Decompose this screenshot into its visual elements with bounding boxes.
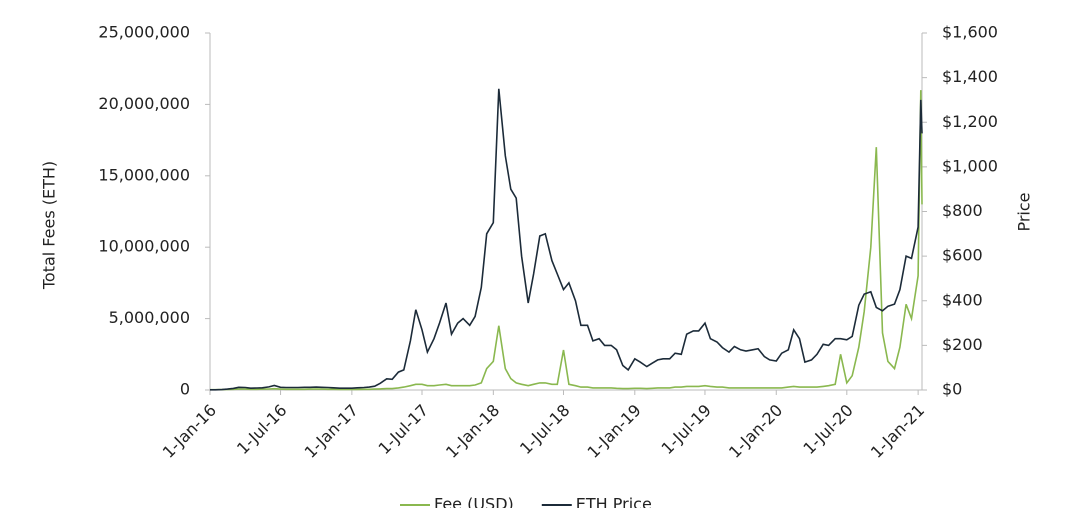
- y2-axis-label: Price: [1015, 192, 1034, 231]
- series-line: [210, 90, 923, 391]
- x-tick-label: 1-Jan-21: [867, 401, 928, 462]
- y-tick-label: 20,000,000: [98, 94, 190, 113]
- y2-tick-label: $200: [942, 335, 983, 354]
- x-tick-label: 1-Jan-16: [159, 401, 220, 462]
- y-tick-label: 10,000,000: [98, 237, 190, 256]
- y-tick-label: 0: [180, 380, 190, 399]
- y-tick-label: 15,000,000: [98, 165, 190, 184]
- y2-tick-label: $400: [942, 290, 983, 309]
- series-line: [210, 88, 923, 391]
- y2-tick-label: $600: [942, 246, 983, 265]
- y-tick-label: 25,000,000: [98, 23, 190, 42]
- x-tick-label: 1-Jan-19: [584, 401, 645, 462]
- x-tick-label: 1-Jul-19: [657, 401, 714, 458]
- x-tick-label: 1-Jan-17: [301, 401, 362, 462]
- legend-label: Fee (USD): [434, 495, 514, 508]
- y-axis-label: Total Fees (ETH): [40, 161, 59, 290]
- x-tick-label: 1-Jul-20: [799, 401, 856, 458]
- x-tick-label: 1-Jan-18: [442, 401, 503, 462]
- x-tick-label: 1-Jul-16: [233, 401, 290, 458]
- y2-tick-label: $800: [942, 201, 983, 220]
- x-tick-label: 1-Jul-17: [375, 401, 432, 458]
- x-tick-label: 1-Jul-18: [516, 401, 573, 458]
- y2-tick-label: $1,000: [942, 156, 998, 175]
- legend-label: ETH Price: [576, 495, 652, 508]
- y-tick-label: 5,000,000: [109, 308, 190, 327]
- y2-tick-label: $0: [942, 380, 962, 399]
- y2-tick-label: $1,400: [942, 67, 998, 86]
- y2-tick-label: $1,200: [942, 112, 998, 131]
- y2-tick-label: $1,600: [942, 23, 998, 42]
- x-tick-label: 1-Jan-20: [725, 401, 786, 462]
